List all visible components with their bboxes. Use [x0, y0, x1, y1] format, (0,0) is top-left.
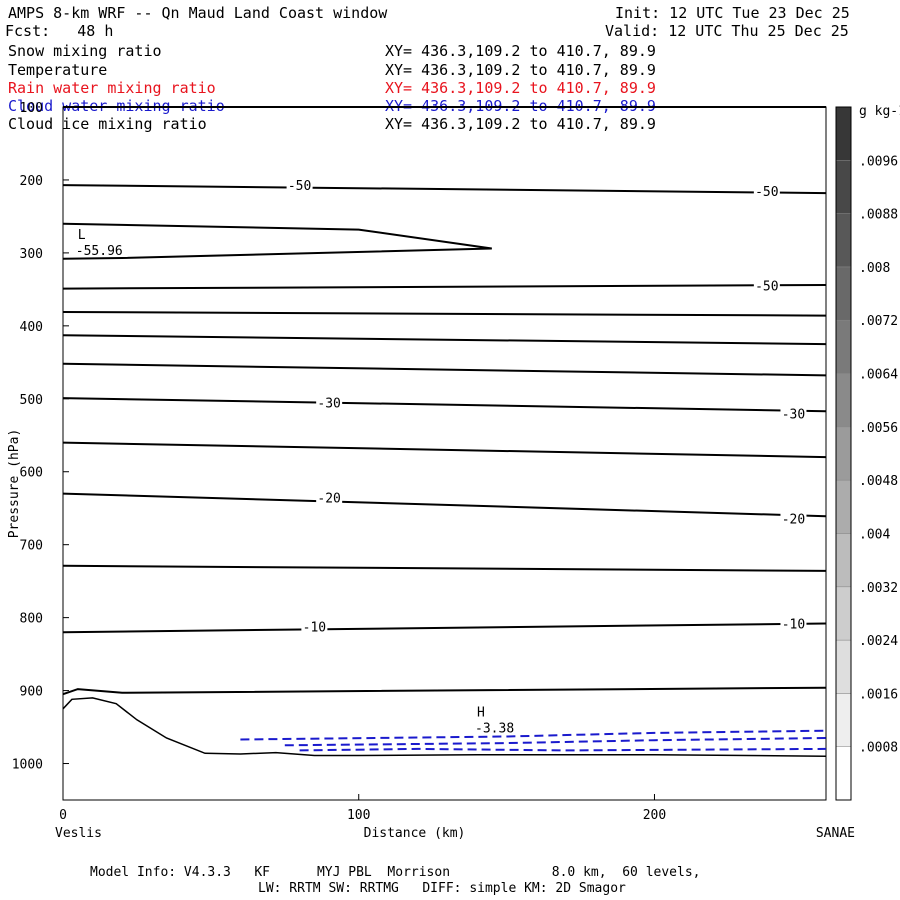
isotherm-line: [62, 622, 827, 634]
isotherm-line: [62, 397, 827, 413]
contour-label: -50: [755, 185, 778, 200]
isotherm-line: [62, 284, 827, 290]
colorbar-tick-label: .0056: [859, 421, 898, 436]
y-tick-label: 300: [20, 247, 43, 262]
contour-label-bg: [286, 178, 313, 193]
isotherm-line: [62, 492, 827, 518]
contour-label-bg: [316, 490, 343, 505]
colorbar-bin: [835, 639, 852, 694]
field-xy: XY= 436.3,109.2 to 410.7, 89.9: [385, 115, 656, 133]
colorbar-bin: [835, 266, 852, 321]
y-tick-label: 600: [20, 466, 43, 481]
terrain-line: [62, 697, 827, 757]
field-name: Cloud ice mixing ratio: [8, 115, 207, 133]
contour-label: -20: [317, 491, 340, 506]
contour-label: -30: [317, 396, 340, 411]
colorbar-tick-label: .0096: [859, 154, 898, 169]
extremum-symbol: L: [78, 228, 86, 243]
y-tick-label: 900: [20, 685, 43, 700]
contour-label-bg: [780, 511, 807, 526]
y-tick-label: 400: [20, 320, 43, 335]
chart-title: AMPS 8-km WRF -- Qn Maud Land Coast wind…: [8, 4, 388, 22]
colorbar-tick-label: .0024: [859, 634, 898, 649]
colorbar-bin: [835, 426, 852, 481]
colorbar-bin: [835, 373, 852, 428]
contour-label: -50: [755, 280, 778, 295]
plot-frame: [62, 106, 827, 801]
x-endpoint-left: Veslis: [55, 826, 102, 841]
isotherm-line: [62, 222, 492, 260]
cloud-water-contour: [299, 747, 827, 752]
y-tick-label: 1000: [12, 758, 43, 773]
extremum-value: -3.38: [475, 722, 514, 737]
contour-label-bg: [753, 278, 780, 293]
field-name: Rain water mixing ratio: [8, 79, 216, 97]
colorbar-tick-label: .008: [859, 261, 890, 276]
x-tick-label: 200: [643, 808, 666, 823]
colorbar-bin: [835, 693, 852, 747]
isotherm-line: [62, 311, 827, 317]
contour-label: -10: [782, 617, 805, 632]
contour-label-bg: [780, 406, 807, 421]
contour-label: -10: [303, 620, 326, 635]
colorbar-tick-label: .0088: [859, 208, 898, 223]
field-name: Snow mixing ratio: [8, 42, 162, 60]
model-physics: LW: RRTM SW: RRTMG DIFF: simple KM: 2D S…: [258, 881, 626, 896]
contour-label-bg: [780, 616, 807, 631]
field-xy: XY= 436.3,109.2 to 410.7, 89.9: [385, 61, 656, 79]
isotherm-line: [62, 441, 827, 459]
colorbar-tick-label: .0072: [859, 314, 898, 329]
contour-label-bg: [753, 183, 780, 198]
x-tick-label: 0: [59, 808, 67, 823]
extremum-value: -55.96: [76, 244, 123, 259]
isotherm-line: [62, 362, 827, 377]
y-tick-label: 800: [20, 612, 43, 627]
isotherm-line: [62, 184, 827, 195]
y-tick-label: 700: [20, 539, 43, 554]
field-xy: XY= 436.3,109.2 to 410.7, 89.9: [385, 42, 656, 60]
colorbar-tick-label: .0064: [859, 368, 898, 383]
colorbar-bin: [835, 533, 852, 588]
contour-label: -30: [782, 407, 805, 422]
colorbar-bin: [835, 213, 852, 268]
valid-time: Valid: 12 UTC Thu 25 Dec 25: [605, 22, 849, 40]
colorbar-bin: [835, 746, 852, 801]
init-time: Init: 12 UTC Tue 23 Dec 25: [615, 4, 850, 22]
y-tick-label: 200: [20, 174, 43, 189]
contour-label: -50: [288, 179, 311, 194]
isotherm-line: [62, 564, 827, 572]
colorbar-tick-label: .0008: [859, 741, 898, 756]
isotherm-line: [62, 686, 827, 696]
field-xy: XY= 436.3,109.2 to 410.7, 89.9: [385, 79, 656, 97]
x-tick-label: 100: [347, 808, 370, 823]
colorbar-bin: [835, 479, 852, 534]
colorbar-tick-label: .0032: [859, 581, 898, 596]
y-axis-label: Pressure (hPa): [7, 429, 22, 539]
field-name: Temperature: [8, 61, 108, 79]
contour-label-bg: [316, 395, 343, 410]
colorbar-bin: [835, 319, 852, 374]
colorbar-bin: [835, 106, 852, 161]
isotherm-line: [62, 334, 827, 346]
x-endpoint-right: SANAE: [816, 826, 855, 841]
cloud-water-contour: [240, 729, 827, 741]
extremum-symbol: H: [477, 706, 485, 721]
contour-label: -20: [782, 512, 805, 527]
colorbar-bin: [835, 586, 852, 641]
y-tick-label: 500: [20, 393, 43, 408]
colorbar-tick-label: .0016: [859, 687, 898, 702]
model-info: Model Info: V4.3.3 KF MYJ PBL Morrison 8…: [90, 865, 701, 880]
y-tick-label: 100: [20, 101, 43, 116]
colorbar-frame: [835, 106, 852, 801]
colorbar-bin: [835, 160, 852, 214]
contour-label-bg: [301, 619, 328, 634]
forecast-hour: Fcst: 48 h: [5, 22, 114, 40]
colorbar-tick-label: .0048: [859, 474, 898, 489]
colorbar-tick-label: .004: [859, 527, 890, 542]
x-axis-label: Distance (km): [364, 826, 466, 841]
colorbar-unit: g kg-1: [859, 104, 900, 119]
cloud-water-contour: [284, 737, 827, 747]
